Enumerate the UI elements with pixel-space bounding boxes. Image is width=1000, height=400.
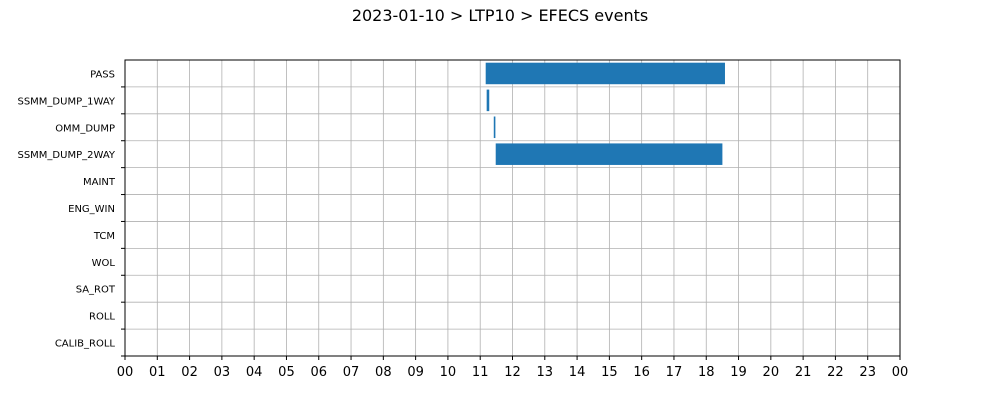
y-tick-label-roll: ROLL	[89, 312, 115, 323]
y-tick-label-calib-roll: CALIB_ROLL	[55, 339, 116, 350]
x-tick-label: 01	[149, 365, 166, 380]
event-bars	[485, 62, 725, 165]
x-tick-label: 22	[827, 365, 844, 380]
x-axis: 00 01 02 03 04 05 06 07 08 09 10 11 12 13 14 15 16 17 18 19…	[117, 356, 909, 380]
chart-title: 2023-01-10 > LTP10 > EFECS events	[351, 6, 649, 25]
event-bar-pass	[485, 62, 725, 85]
y-tick-label-tcm: TCM	[93, 231, 115, 242]
y-axis: PASS SSMM_DUMP_1WAY OMM_DUMP SSMM_DUMP_2WAY…	[17, 69, 125, 357]
x-tick-label: 18	[698, 365, 715, 380]
x-tick-label: 14	[569, 365, 586, 380]
x-tick-label: 04	[246, 365, 263, 380]
x-tick-label: 20	[763, 365, 780, 380]
grid-lines	[124, 60, 901, 356]
x-tick-label: 07	[343, 365, 360, 380]
x-tick-label: 17	[666, 365, 683, 380]
y-tick-label-maint: MAINT	[83, 177, 116, 188]
x-tick-label: 09	[407, 365, 424, 380]
x-tick-label: 19	[730, 365, 747, 380]
x-tick-label: 00	[117, 365, 134, 380]
y-tick-label-wol: WOL	[92, 258, 116, 269]
x-tick-label: 15	[601, 365, 618, 380]
x-tick-label: 21	[795, 365, 812, 380]
y-tick-label-ssmm-dump-2way: SSMM_DUMP_2WAY	[17, 150, 115, 161]
x-tick-label: 06	[310, 365, 327, 380]
x-tick-label: 13	[537, 365, 554, 380]
x-tick-label: 11	[472, 365, 489, 380]
x-tick-label: 10	[440, 365, 457, 380]
y-tick-label-sa-rot: SA_ROT	[76, 285, 116, 296]
y-tick-label-eng-win: ENG_WIN	[68, 204, 115, 215]
y-tick-label-ssmm-dump-1way: SSMM_DUMP_1WAY	[17, 96, 115, 107]
event-bar-ssmm-dump-2way	[495, 143, 723, 165]
x-tick-label: 16	[633, 365, 650, 380]
event-bar-ssmm-dump-1way	[486, 89, 490, 112]
x-tick-label: 23	[859, 365, 876, 380]
x-tick-label: 12	[504, 365, 521, 380]
x-tick-label: 02	[181, 365, 198, 380]
x-tick-label: 00	[892, 365, 909, 380]
y-tick-label-omm-dump: OMM_DUMP	[55, 123, 115, 134]
y-tick-label-pass: PASS	[90, 69, 115, 80]
x-tick-label: 05	[278, 365, 295, 380]
x-tick-label: 03	[214, 365, 231, 380]
x-tick-label: 08	[375, 365, 392, 380]
event-bar-omm-dump	[493, 116, 496, 139]
